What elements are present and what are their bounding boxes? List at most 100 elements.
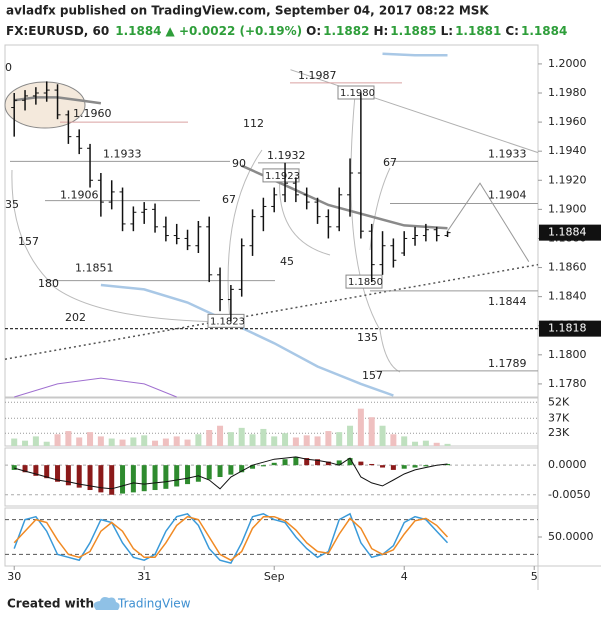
macd-bar — [369, 463, 375, 466]
volume-bar — [357, 408, 364, 446]
volume-bar — [314, 436, 321, 446]
volume-bar — [108, 438, 115, 446]
volume-bar — [54, 434, 61, 446]
level-label: 1.1923 — [265, 171, 300, 182]
macd-bar — [120, 465, 126, 494]
overlay-line — [290, 69, 539, 154]
x-tick-label: 30 — [7, 570, 21, 583]
ohlc-key: L: — [441, 24, 453, 38]
x-tick-label: 4 — [401, 570, 408, 583]
volume-bar — [325, 431, 332, 446]
overlay-line — [4, 263, 539, 360]
volume-bar — [97, 436, 104, 446]
brand-name: TradingView — [117, 597, 191, 611]
y-tick-label: -0.0050 — [548, 488, 590, 501]
macd-bar — [185, 465, 191, 485]
macd-bar — [195, 465, 201, 482]
volume-bar — [336, 432, 343, 446]
volume-bar — [390, 434, 397, 446]
macd-bar — [347, 458, 353, 466]
level-label: 1.1850 — [348, 277, 383, 288]
macd-bar — [206, 465, 212, 480]
y-tick-label: 1.1800 — [548, 348, 587, 361]
macd-bar — [76, 465, 82, 488]
macd-bar — [401, 465, 407, 469]
macd-bar — [98, 465, 104, 493]
macd-bar — [315, 459, 321, 466]
highlight-ellipse — [4, 81, 86, 129]
y-tick-label: 1.1860 — [548, 261, 587, 274]
level-label: 1.1932 — [267, 149, 306, 162]
x-tick-label: Sep — [264, 570, 285, 583]
level-label: 1.1987 — [298, 69, 337, 82]
angle-label: 180 — [38, 277, 59, 290]
y-tick-label: 1.1900 — [548, 202, 587, 215]
angle-label: 157 — [18, 235, 39, 248]
level-box — [337, 85, 375, 100]
macd-bar — [358, 461, 364, 466]
volume-bar — [87, 432, 94, 446]
volume-bar — [43, 441, 50, 446]
macd-bar — [141, 465, 147, 492]
level-label: 1.1844 — [488, 295, 527, 308]
volume-bar — [292, 437, 299, 446]
macd-bar — [282, 459, 288, 466]
angle-arc — [11, 169, 226, 323]
stochastic-line — [13, 512, 449, 564]
angle-label: 45 — [280, 255, 294, 268]
level-label: 1.1823 — [210, 316, 245, 327]
macd-bar — [65, 465, 71, 486]
y-tick-label: 1.1920 — [548, 173, 587, 186]
y-tick-label: 1.2000 — [548, 57, 587, 70]
level-label: 1.1960 — [73, 107, 112, 120]
overlay-line — [447, 182, 530, 262]
ohlc-key: C: — [505, 24, 519, 38]
level-label: 1.1933 — [103, 147, 142, 160]
volume-bar — [65, 431, 72, 446]
x-tick-label: 31 — [137, 570, 151, 583]
volume-bar — [32, 436, 39, 446]
volume-bar — [249, 434, 256, 446]
price-tag — [539, 224, 601, 241]
volume-bar — [22, 440, 29, 446]
y-tick-label: 1.1980 — [548, 86, 587, 99]
symbol-line: FX:EURUSD, 60 1.1884 ▲ +0.0022 (+0.19%) O: 1… — [6, 24, 567, 38]
angle-arc — [227, 149, 331, 321]
y-tick-label: 0.0000 — [548, 458, 587, 471]
macd-bar — [44, 465, 50, 479]
ohlc-value: 1.1882 — [323, 24, 369, 38]
macd-bar — [271, 462, 277, 466]
macd-bar — [55, 465, 61, 482]
y-tick-label: 1.1780 — [548, 377, 587, 390]
macd-bar — [423, 465, 429, 467]
ohlc-key: H: — [373, 24, 388, 38]
brand-logo — [93, 597, 120, 610]
overlay-line — [100, 283, 394, 397]
footer-text: Created with — [7, 597, 94, 611]
ohlc-key: O: — [306, 24, 321, 38]
volume-bar — [76, 437, 83, 446]
ohlc-value: 1.1885 — [390, 24, 436, 38]
volume-bar — [206, 430, 213, 446]
volume-bar — [162, 438, 169, 446]
macd-bar — [130, 465, 136, 493]
y-tick-label: 1.1840 — [548, 290, 587, 303]
overlay-line — [14, 377, 177, 398]
overlay-line — [382, 52, 448, 57]
angle-label: 112 — [243, 117, 264, 130]
macd-bar — [22, 465, 28, 473]
macd-bar — [163, 465, 169, 489]
level-label: 1.1789 — [488, 357, 527, 370]
macd-bar — [336, 460, 342, 466]
angle-label: 202 — [65, 311, 86, 324]
level-box — [345, 274, 383, 289]
volume-bar — [227, 432, 234, 446]
y-tick-label: 50.0000 — [548, 530, 594, 543]
volume-bar — [444, 443, 451, 446]
angle-label: 0 — [5, 61, 12, 74]
angle-label: 67 — [222, 193, 236, 206]
volume-bar — [433, 442, 440, 446]
macd-bar — [33, 465, 39, 476]
